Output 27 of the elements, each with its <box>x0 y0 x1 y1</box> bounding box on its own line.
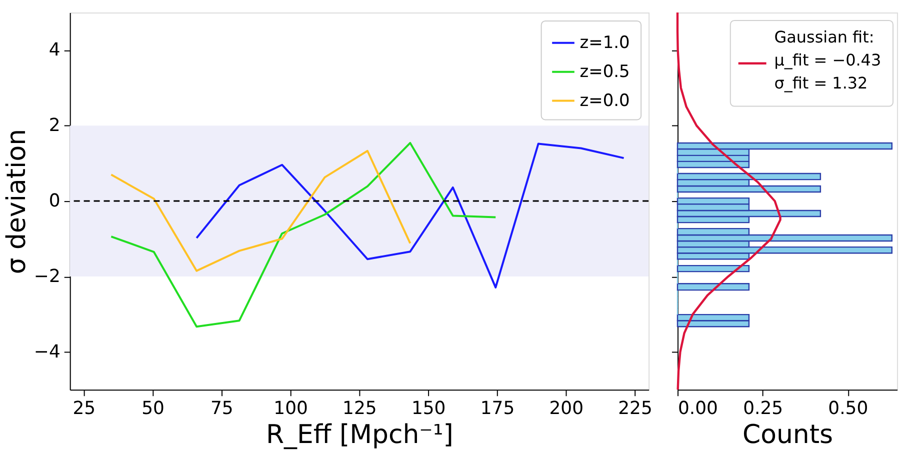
legend-label: Gaussian fit: μ_fit = −0.43 σ_fit = 1.32 <box>774 27 882 92</box>
legend-label: z=0.5 <box>580 60 630 81</box>
x-tick-label: 0.00 <box>678 398 718 420</box>
y-tick-label: 2 <box>48 115 60 136</box>
x-tick-label: 0.50 <box>828 398 868 420</box>
x-tick-label: 150 <box>411 398 446 420</box>
x-tick-label: 50 <box>142 398 164 420</box>
x-tick-label: 125 <box>342 398 377 420</box>
legend-label: z=1.0 <box>580 32 630 52</box>
y-tick-label: 0 <box>48 190 60 212</box>
y-tick-label: −4 <box>34 341 60 362</box>
y-axis-title: σ deviation <box>2 128 32 274</box>
y-tick-label: −2 <box>34 266 60 287</box>
x-axis-title: Counts <box>742 420 834 450</box>
y-tick-label: 4 <box>48 40 60 61</box>
x-tick-label: 0.25 <box>743 398 784 420</box>
x-tick-label: 200 <box>549 398 584 420</box>
legend-label: z=0.0 <box>580 90 630 110</box>
x-tick-label: 25 <box>72 398 96 420</box>
line-series <box>110 150 412 272</box>
x-tick-label: 100 <box>274 398 308 420</box>
x-tick-label: 75 <box>210 398 234 420</box>
x-tick-label: 225 <box>618 398 652 420</box>
line-series <box>110 142 497 328</box>
x-axis-title: R_Eff [Mpch⁻¹] <box>266 420 454 450</box>
line-series <box>196 142 625 288</box>
x-tick-label: 175 <box>480 398 515 420</box>
